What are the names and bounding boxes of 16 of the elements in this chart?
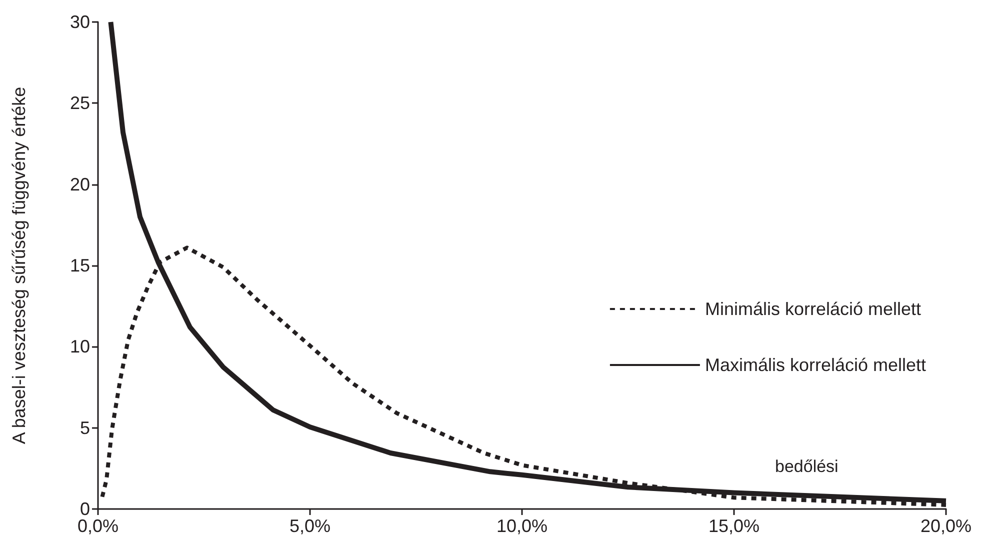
y-axis-title: A basel-i veszteség sűrűség függvény értéke [9,86,29,444]
x-tick-label: 10,0% [496,516,548,536]
x-tick-label: 5,0% [289,516,331,536]
legend-label: Minimális korreláció mellett [704,299,922,319]
legend-label: Maximális korreláció mellett [704,355,926,375]
x-tick-label: 0,0% [77,516,119,536]
x-tick-label: 15,0% [708,516,760,536]
x-tick-label: 20,0% [920,516,972,536]
annotation: bedőlési [775,457,838,476]
y-tick-label: 30 [70,12,90,32]
y-tick-label: 0 [80,499,90,519]
y-tick-label: 5 [80,418,90,438]
y-tick-label: 15 [70,256,90,276]
y-tick-label: 20 [70,174,90,194]
y-tick-label: 25 [70,93,90,114]
y-tick-label: 10 [70,336,90,357]
